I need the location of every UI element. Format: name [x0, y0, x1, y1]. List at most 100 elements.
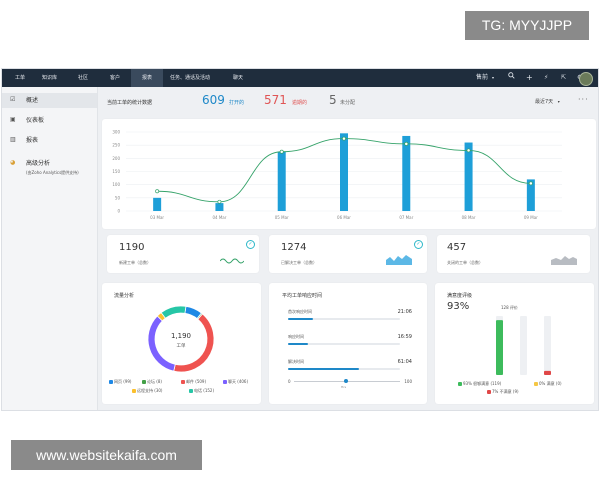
response-row-first: 首次响应时间 21:06: [288, 309, 412, 323]
response-row-value: 61:04: [397, 359, 412, 365]
chart-bar: [340, 133, 348, 211]
response-title: 平均工单响应时间: [282, 293, 323, 299]
x-tick-label: 04 Mar: [212, 215, 226, 220]
search-icon[interactable]: [508, 69, 515, 87]
legend-item: 论坛 (8): [142, 379, 162, 385]
response-row-response: 响应时间 16:59: [288, 334, 412, 348]
sidebar-item-overview[interactable]: ☑ 概述: [2, 93, 97, 108]
summary-strip: 当前工单的统计数据 609 打开的 571 逾期的 5 未分配 最近7天 ▾ ·…: [98, 87, 598, 117]
sidebar-item-label: 概述: [26, 97, 39, 104]
sparkline-closed: [551, 256, 577, 265]
legend-item: 远程支持 (30): [132, 388, 163, 394]
open-count[interactable]: 609: [202, 93, 225, 107]
kpi-value: 457: [447, 242, 467, 253]
sidebar-item-reports[interactable]: ▥ 报表: [2, 133, 97, 148]
x-tick-label: 09 Mar: [524, 215, 538, 220]
department-selector[interactable]: 售前 ▾: [476, 69, 494, 87]
y-tick-label: 0: [117, 209, 120, 214]
more-icon[interactable]: ···: [578, 95, 589, 104]
sidebar-item-label: 仪表板: [26, 117, 45, 124]
ratings-count: 128 评价: [501, 305, 518, 310]
legend-count: (30): [154, 388, 163, 393]
legend-swatch: [458, 382, 462, 386]
watermark-top: TG: MYYJJPP: [465, 11, 589, 40]
nav-tickets[interactable]: 工单: [15, 75, 26, 81]
y-tick-label: 200: [112, 156, 120, 161]
legend-item: 电话 (152): [189, 388, 214, 394]
check-circle-icon: ✓: [246, 240, 255, 249]
nav-reports[interactable]: 报表: [131, 69, 163, 87]
share-icon[interactable]: ⇱: [561, 74, 567, 81]
legend-swatch: [132, 389, 136, 393]
legend-item: 0% 满意 (0): [534, 381, 562, 387]
unassigned-count[interactable]: 5: [329, 93, 337, 107]
y-tick-label: 250: [112, 143, 120, 148]
chart-bar: [526, 179, 535, 211]
nav-knowledge-base[interactable]: 知识库: [42, 75, 58, 81]
traffic-title: 流量分析: [114, 293, 135, 299]
kpi-card-closed[interactable]: 457 关闭的工单（总数）: [437, 235, 590, 273]
kpi-value: 1274: [281, 242, 307, 253]
kpi-card-new[interactable]: 1190 新建工单（总数） ✓: [107, 235, 259, 273]
nav-community[interactable]: 社区: [78, 75, 89, 81]
overview-icon: ☑: [10, 96, 16, 103]
satisfaction-card: 满意度评级 93% 128 评价 93% 很够满意 (119) 0% 满意 (0…: [435, 283, 594, 404]
nav-chat[interactable]: 聊天: [233, 75, 244, 81]
chart-bar: [277, 151, 286, 211]
app-window: 工单 知识库 社区 客户 报表 任务、通话及活动 聊天 售前 ▾ + ⚡ ⇱ ⚙…: [1, 68, 599, 411]
legend-name: 满意: [546, 381, 555, 386]
nav-customers[interactable]: 客户: [110, 75, 121, 81]
traffic-legend: 网页 (99) 论坛 (8) 邮件 (509) 聊天 (406) 远程支持 (3…: [102, 379, 261, 399]
department-label: 售前: [476, 74, 489, 81]
legend-pct: 0%: [539, 381, 546, 386]
sidebar-item-label: 报表: [26, 137, 39, 144]
traffic-donut-chart: 1,190 工单: [147, 305, 215, 373]
chart-bar: [402, 135, 411, 211]
axis-max: 100: [404, 379, 412, 384]
response-bar-fill: [288, 318, 313, 320]
response-axis: 0 100 Hrs: [288, 379, 412, 389]
x-tick-label: 03 Mar: [150, 215, 164, 220]
plus-icon[interactable]: +: [526, 73, 533, 82]
period-selector[interactable]: 最近7天 ▾: [535, 98, 560, 105]
kpi-card-resolved[interactable]: 1274 已解决工单（总数） ✓: [269, 235, 427, 273]
legend-name: 论坛: [147, 379, 155, 384]
legend-name: 不满意: [499, 389, 512, 394]
legend-count: (0): [555, 381, 562, 386]
analytics-sublabel: (由Zoho Analytics提供支持): [26, 170, 79, 175]
nav-tasks-calls-activities[interactable]: 任务、通话及活动: [170, 75, 211, 81]
traffic-card: 流量分析 1,190 工单 网页 (99) 论坛 (8) 邮件 (509) 聊天 …: [102, 283, 261, 404]
response-bar-track: [288, 343, 400, 345]
line-point: [404, 141, 409, 146]
sidebar-item-dashboard[interactable]: ▣ 仪表板: [2, 113, 97, 128]
overdue-count[interactable]: 571: [264, 93, 287, 107]
chevron-down-icon: ▾: [557, 99, 560, 104]
x-tick-label: 07 Mar: [399, 215, 413, 220]
line-point: [342, 136, 346, 141]
line-point: [155, 189, 160, 194]
avatar[interactable]: [579, 72, 593, 86]
legend-name: 电话: [194, 388, 202, 393]
lightning-icon[interactable]: ⚡: [544, 74, 549, 81]
sparkline-new: [220, 258, 244, 264]
y-tick-label: 100: [112, 182, 120, 187]
response-bar-fill: [288, 368, 359, 370]
x-tick-label: 05 Mar: [275, 215, 289, 220]
legend-name: 邮件: [186, 379, 194, 384]
sidebar-item-analytics[interactable]: ◕ 高级分析: [2, 156, 97, 171]
legend-name: 很够满意: [473, 381, 490, 386]
donut-slice: [160, 305, 187, 319]
legend-name: 远程支持: [137, 388, 153, 393]
chart-bar: [464, 142, 473, 211]
legend-swatch: [109, 380, 113, 384]
legend-count: (8): [156, 379, 162, 384]
chart-bar: [215, 203, 224, 211]
legend-pct: 7%: [492, 389, 499, 394]
satisfaction-bar: [544, 370, 551, 375]
legend-item: 93% 很够满意 (119): [458, 381, 501, 387]
legend-swatch: [534, 382, 538, 386]
y-tick-label: 300: [112, 130, 120, 135]
axis-unit: Hrs: [341, 385, 347, 389]
kpi-label: 关闭的工单（总数）: [447, 260, 483, 265]
line-point: [528, 181, 533, 186]
